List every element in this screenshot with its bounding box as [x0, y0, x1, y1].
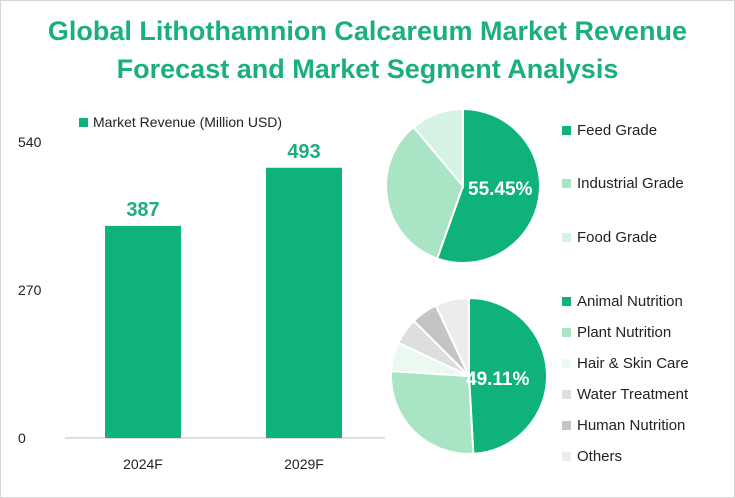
application-pie-slice-plant-nutrition: [390, 370, 475, 455]
title-line-2: Forecast and Market Segment Analysis: [116, 54, 619, 84]
bar-value-label-2024F: 387: [126, 199, 159, 221]
bar-y-tick-2: 540: [18, 134, 42, 150]
grade-pie-legend-swatch-industrial-grade: [562, 179, 571, 188]
application-pie-legend-swatch-human-nutrition: [562, 421, 571, 430]
application-pie-legend-label-plant-nutrition: Plant Nutrition: [577, 324, 671, 341]
bar-2024F: [105, 225, 181, 438]
grade-pie-legend-label-feed-grade: Feed Grade: [577, 122, 657, 139]
application-pie-legend-label-others: Others: [577, 448, 622, 465]
bar-legend-swatch: [79, 118, 88, 127]
bar-2029F: [266, 167, 342, 438]
application-pie-legend-label-hair-skin-care: Hair & Skin Care: [577, 355, 689, 372]
bar-category-label-2024F: 2024F: [123, 456, 163, 472]
grade-pie-slice-industrial-grade: [385, 125, 465, 260]
bar-y-tick-0: 0: [18, 430, 26, 446]
grade-pie-legend-label-food-grade: Food Grade: [577, 229, 657, 246]
bar-value-label-2029F: 493: [287, 141, 320, 163]
application-pie-legend-swatch-others: [562, 452, 571, 461]
title-line-1: Global Lithothamnion Calcareum Market Re…: [47, 16, 688, 46]
chart-title: Global Lithothamnion Calcareum Market Re…: [0, 12, 735, 88]
grade-pie-legend-swatch-food-grade: [562, 233, 571, 242]
bar-y-tick-1: 270: [18, 282, 42, 298]
application-pie-legend-swatch-animal-nutrition: [562, 297, 571, 306]
bar-legend-label: Market Revenue (Million USD): [93, 114, 282, 130]
application-pie-percent-label: 49.11%: [466, 369, 529, 390]
grade-pie-legend-swatch-feed-grade: [562, 126, 571, 135]
application-pie-legend-label-water-treatment: Water Treatment: [577, 386, 689, 403]
application-pie-slice-animal-nutrition: [468, 296, 549, 455]
application-pie-legend-label-human-nutrition: Human Nutrition: [577, 417, 685, 434]
application-pie-slice-others: [434, 296, 470, 377]
grade-pie-legend-label-industrial-grade: Industrial Grade: [577, 175, 684, 192]
grade-pie-slice-feed-grade: [435, 107, 541, 264]
grade-pie-percent-label: 55.45%: [468, 179, 533, 200]
grade-pie-slice-food-grade: [412, 107, 464, 189]
application-pie-legend-swatch-hair-skin-care: [562, 359, 571, 368]
application-pie-legend-swatch-plant-nutrition: [562, 328, 571, 337]
application-pie-legend-label-animal-nutrition: Animal Nutrition: [577, 293, 683, 310]
application-pie-legend-swatch-water-treatment: [562, 390, 571, 399]
bar-category-label-2029F: 2029F: [284, 456, 324, 472]
